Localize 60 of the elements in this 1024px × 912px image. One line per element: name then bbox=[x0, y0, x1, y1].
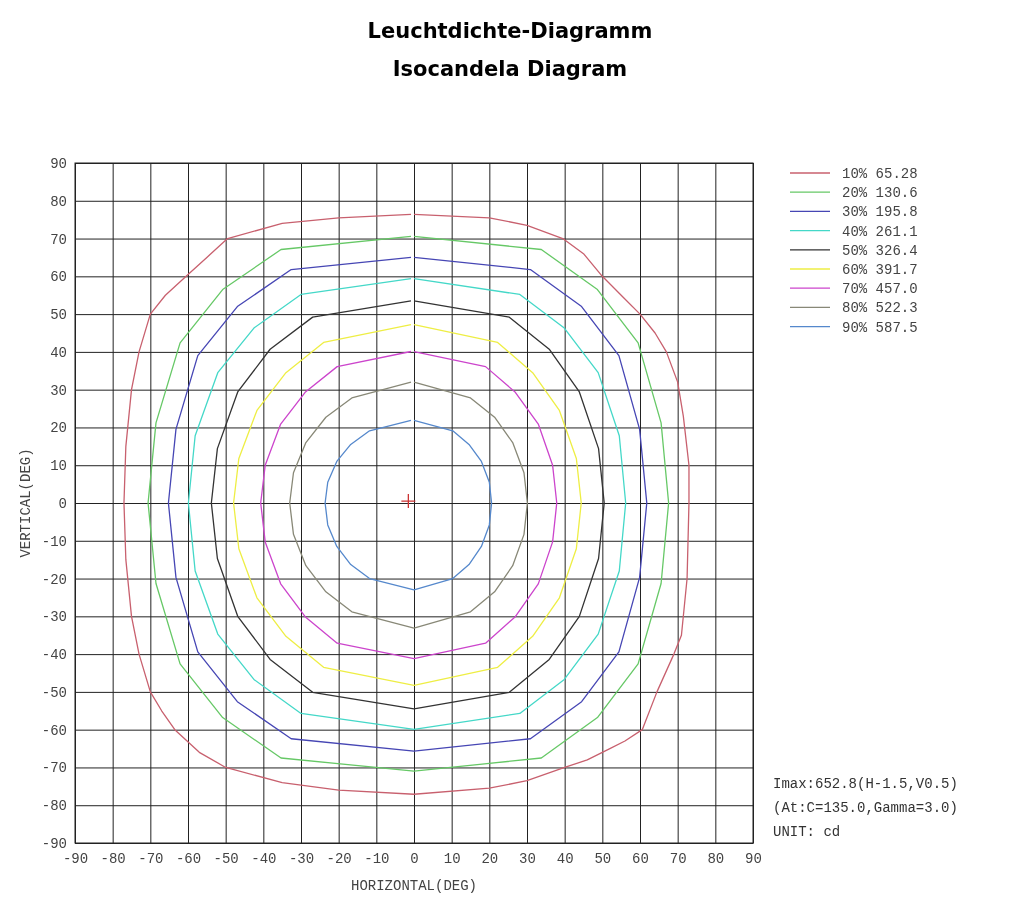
line-series bbox=[289, 381, 529, 629]
x-tick-label: 70 bbox=[669, 850, 687, 867]
y-tick-label: -80 bbox=[41, 798, 67, 815]
x-tick-label: 0 bbox=[410, 850, 419, 867]
x-tick-label: 30 bbox=[519, 850, 536, 867]
x-tick-label: 20 bbox=[481, 850, 499, 867]
y-tick-label: 40 bbox=[50, 344, 67, 361]
y-tick-label: -90 bbox=[41, 835, 67, 852]
y-tick-label: 20 bbox=[50, 420, 67, 437]
text: (At:C=135.0,Gamma=3.0) bbox=[773, 800, 958, 816]
y-tick-label: 10 bbox=[50, 458, 67, 475]
text: UNIT: cd bbox=[773, 824, 841, 840]
chart-title: Leuchtdichte-Diagramm Isocandela Diagram bbox=[367, 19, 653, 81]
x-tick-label: -50 bbox=[213, 850, 239, 867]
x-axis-title: HORIZONTAL(DEG) bbox=[350, 878, 478, 894]
legend-label: 70% 457.0 bbox=[842, 281, 918, 298]
line-series bbox=[187, 277, 627, 730]
legend-label: 90% 587.5 bbox=[842, 319, 918, 336]
legend-label: 30% 195.8 bbox=[842, 204, 918, 221]
x-tick-label: 40 bbox=[556, 850, 574, 867]
x-tick-label: 50 bbox=[594, 850, 612, 867]
legend-label: 40% 261.1 bbox=[842, 223, 918, 240]
x-tick-label: -20 bbox=[326, 850, 352, 867]
y-axis-title: VERTICAL(DEG) bbox=[18, 448, 34, 558]
y-tick-label: -50 bbox=[41, 684, 67, 701]
y-tick-label: 90 bbox=[50, 155, 67, 172]
legend-label: 20% 130.6 bbox=[842, 185, 918, 202]
y-tick-label: -70 bbox=[41, 760, 67, 777]
line-series bbox=[260, 350, 558, 660]
line-series bbox=[324, 419, 493, 591]
y-tick-label: -60 bbox=[41, 722, 67, 739]
x-tick-label: -60 bbox=[175, 850, 202, 867]
y-tick-label: 0 bbox=[58, 495, 67, 512]
legend-label: 80% 522.3 bbox=[842, 300, 918, 317]
x-tick-label: -40 bbox=[251, 850, 277, 867]
line-series bbox=[210, 300, 605, 710]
x-tick-label: -10 bbox=[364, 850, 390, 867]
x-tick-label: -70 bbox=[138, 850, 164, 867]
x-tick-label: 10 bbox=[443, 850, 461, 867]
y-tick-label: -10 bbox=[41, 533, 67, 550]
y-tick-label: 70 bbox=[50, 231, 67, 248]
y-tick-label: 80 bbox=[50, 193, 67, 210]
y-tick-label: -40 bbox=[41, 647, 67, 664]
x-tick-label: -30 bbox=[288, 850, 315, 867]
x-tick-label: -80 bbox=[100, 850, 126, 867]
legend-label: 50% 326.4 bbox=[842, 242, 918, 259]
y-tick-label: 30 bbox=[50, 382, 67, 399]
x-tick-label: -90 bbox=[62, 850, 89, 867]
y-tick-label: 50 bbox=[50, 307, 67, 324]
text: Imax:652.8(H-1.5,V0.5) bbox=[773, 776, 958, 792]
x-tick-label: 90 bbox=[745, 850, 762, 867]
x-tick-label: 60 bbox=[632, 850, 649, 867]
y-tick-label: 60 bbox=[50, 269, 67, 286]
legend-label: 10% 65.28 bbox=[842, 166, 918, 182]
y-tick-label: -30 bbox=[41, 609, 67, 626]
line-series bbox=[232, 324, 582, 687]
line-series bbox=[167, 256, 648, 752]
legend-label: 60% 391.7 bbox=[842, 262, 918, 278]
y-tick-label: -20 bbox=[41, 571, 67, 588]
x-tick-label: 80 bbox=[707, 850, 725, 867]
